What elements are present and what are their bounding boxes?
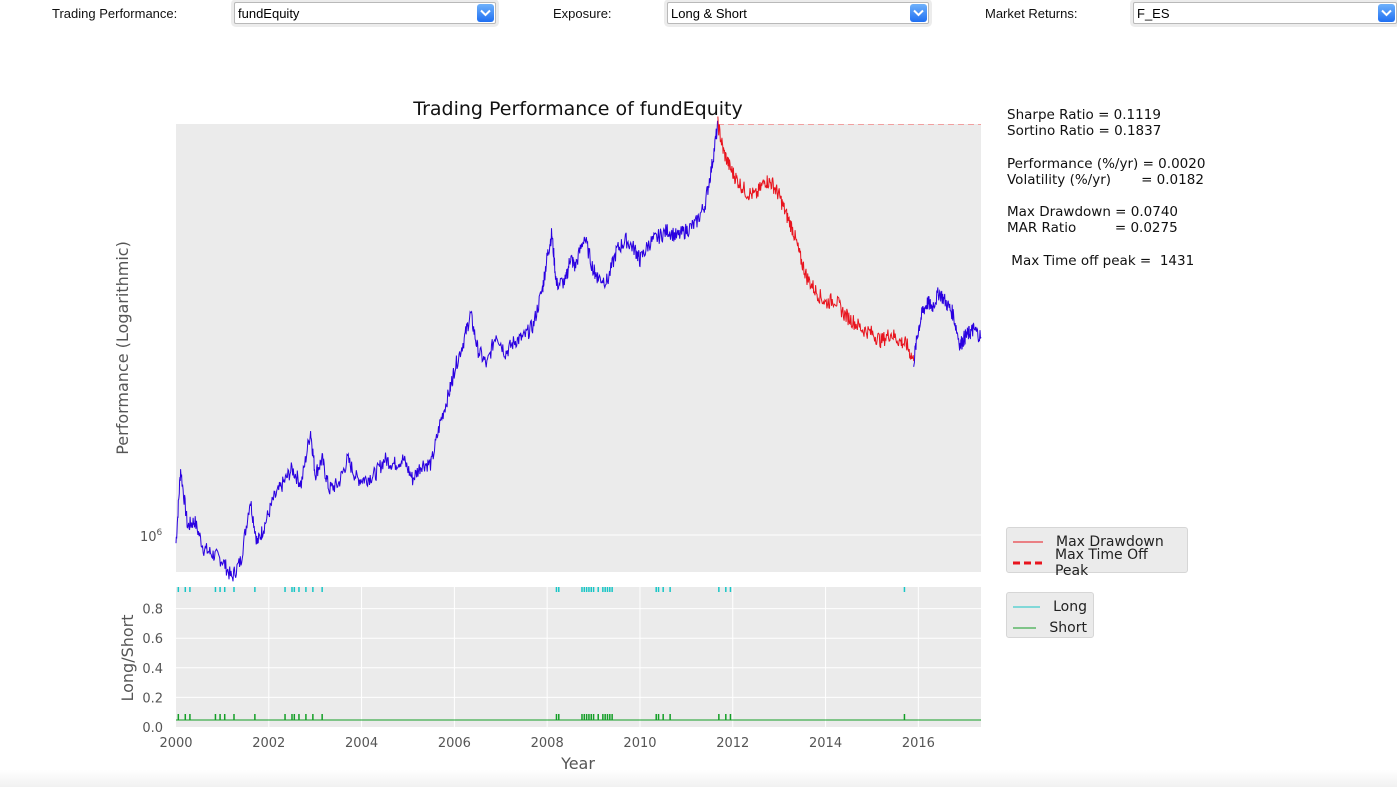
mar-ratio: MAR Ratio = 0.0275	[1007, 220, 1178, 237]
legend-label-short: Short	[1049, 619, 1087, 636]
sharpe-ratio: Sharpe Ratio = 0.1119	[1007, 107, 1161, 123]
x-tick-label: 2002	[252, 736, 285, 751]
equity-series-line-0	[175, 120, 719, 582]
market-returns-value: F_ES	[1137, 6, 1170, 21]
chevron-down-icon[interactable]	[1378, 4, 1395, 22]
equity-series	[175, 116, 982, 582]
long-short-legend: Long Short	[1006, 592, 1094, 638]
long-short-y-tick-label: 0.8	[142, 603, 163, 618]
long-short-y-tick-label: 0.6	[142, 632, 163, 647]
max-time-off-peak-swatch	[1013, 561, 1042, 564]
long-short-plot-area	[176, 587, 981, 727]
long-short-y-tick-label: 0.4	[142, 662, 163, 677]
volatility-per-year: Volatility (%/yr) = 0.0182	[1007, 171, 1204, 188]
performance-y-tick-base: 10	[140, 530, 157, 545]
long-short-y-tick-label: 0.0	[142, 721, 163, 736]
legend-item-max-time-off-peak: Max Time Off Peak	[1013, 547, 1181, 579]
exposure-select[interactable]: Long & Short	[667, 2, 929, 24]
x-tick-label: 2000	[159, 736, 192, 751]
window-bottom-edge	[0, 770, 1397, 787]
long-short-y-tick-label: 0.2	[142, 691, 163, 706]
x-tick-label: 2008	[531, 736, 564, 751]
market-returns-label: Market Returns:	[985, 6, 1078, 21]
long-swatch	[1013, 606, 1041, 607]
x-tick-label: 2016	[902, 736, 935, 751]
drawdown-legend: Max Drawdown Max Time Off Peak	[1006, 527, 1188, 579]
x-tick-label: 2004	[345, 736, 378, 751]
max-drawdown: Max Drawdown = 0.0740	[1007, 204, 1179, 221]
equity-series-line-2	[913, 287, 982, 367]
long-short-y-axis-label: Long/Short	[118, 614, 137, 701]
trading-performance-label: Trading Performance:	[52, 6, 178, 21]
exposure-value: Long & Short	[671, 6, 747, 21]
x-axis-label: Year	[560, 754, 595, 773]
trading-performance-value: fundEquity	[238, 6, 300, 21]
performance-plot: Trading Performance of fundEquity Perfor…	[113, 98, 982, 582]
performance-y-axis-label: Performance (Logarithmic)	[113, 241, 132, 455]
legend-item-max-drawdown: Max Drawdown	[1013, 531, 1181, 552]
equity-series-line-1	[717, 116, 915, 362]
performance-chart-title: Trading Performance of fundEquity	[412, 98, 742, 120]
chevron-down-icon[interactable]	[910, 4, 927, 22]
max-drawdown-swatch	[1013, 541, 1043, 542]
performance-y-tick-exponent: 6	[157, 528, 163, 538]
legend-label-max-drawdown: Max Drawdown	[1056, 533, 1164, 550]
x-tick-label: 2006	[438, 736, 471, 751]
max-time-off-peak: Max Time off peak = 1431	[1007, 252, 1195, 269]
exposure-label: Exposure:	[553, 6, 612, 21]
short-swatch	[1013, 627, 1037, 628]
legend-item-short: Short	[1013, 617, 1087, 638]
x-tick-label: 2014	[809, 736, 842, 751]
legend-label-long: Long	[1053, 598, 1087, 615]
market-returns-select[interactable]: F_ES	[1133, 2, 1397, 24]
x-tick-label: 2012	[716, 736, 749, 751]
chevron-down-icon[interactable]	[477, 4, 494, 22]
legend-label-max-time-off-peak: Max Time Off Peak	[1054, 546, 1148, 579]
legend-item-long: Long	[1013, 596, 1087, 617]
performance-y-tick-label: 106	[140, 528, 163, 545]
statistics-panel: Sharpe Ratio = 0.1119 Sortino Ratio = 0.1…	[1007, 107, 1205, 269]
x-tick-label: 2010	[623, 736, 656, 751]
trading-performance-select[interactable]: fundEquity	[234, 2, 496, 24]
performance-plot-area	[176, 124, 981, 572]
sortino-ratio: Sortino Ratio = 0.1837	[1007, 123, 1162, 140]
long-short-plot: 0.0 0.2 0.4 0.6 0.8 2000 2002 2004 2006 2008 2010 2…	[118, 587, 981, 773]
performance-per-year: Performance (%/yr) = 0.0020	[1007, 155, 1206, 172]
